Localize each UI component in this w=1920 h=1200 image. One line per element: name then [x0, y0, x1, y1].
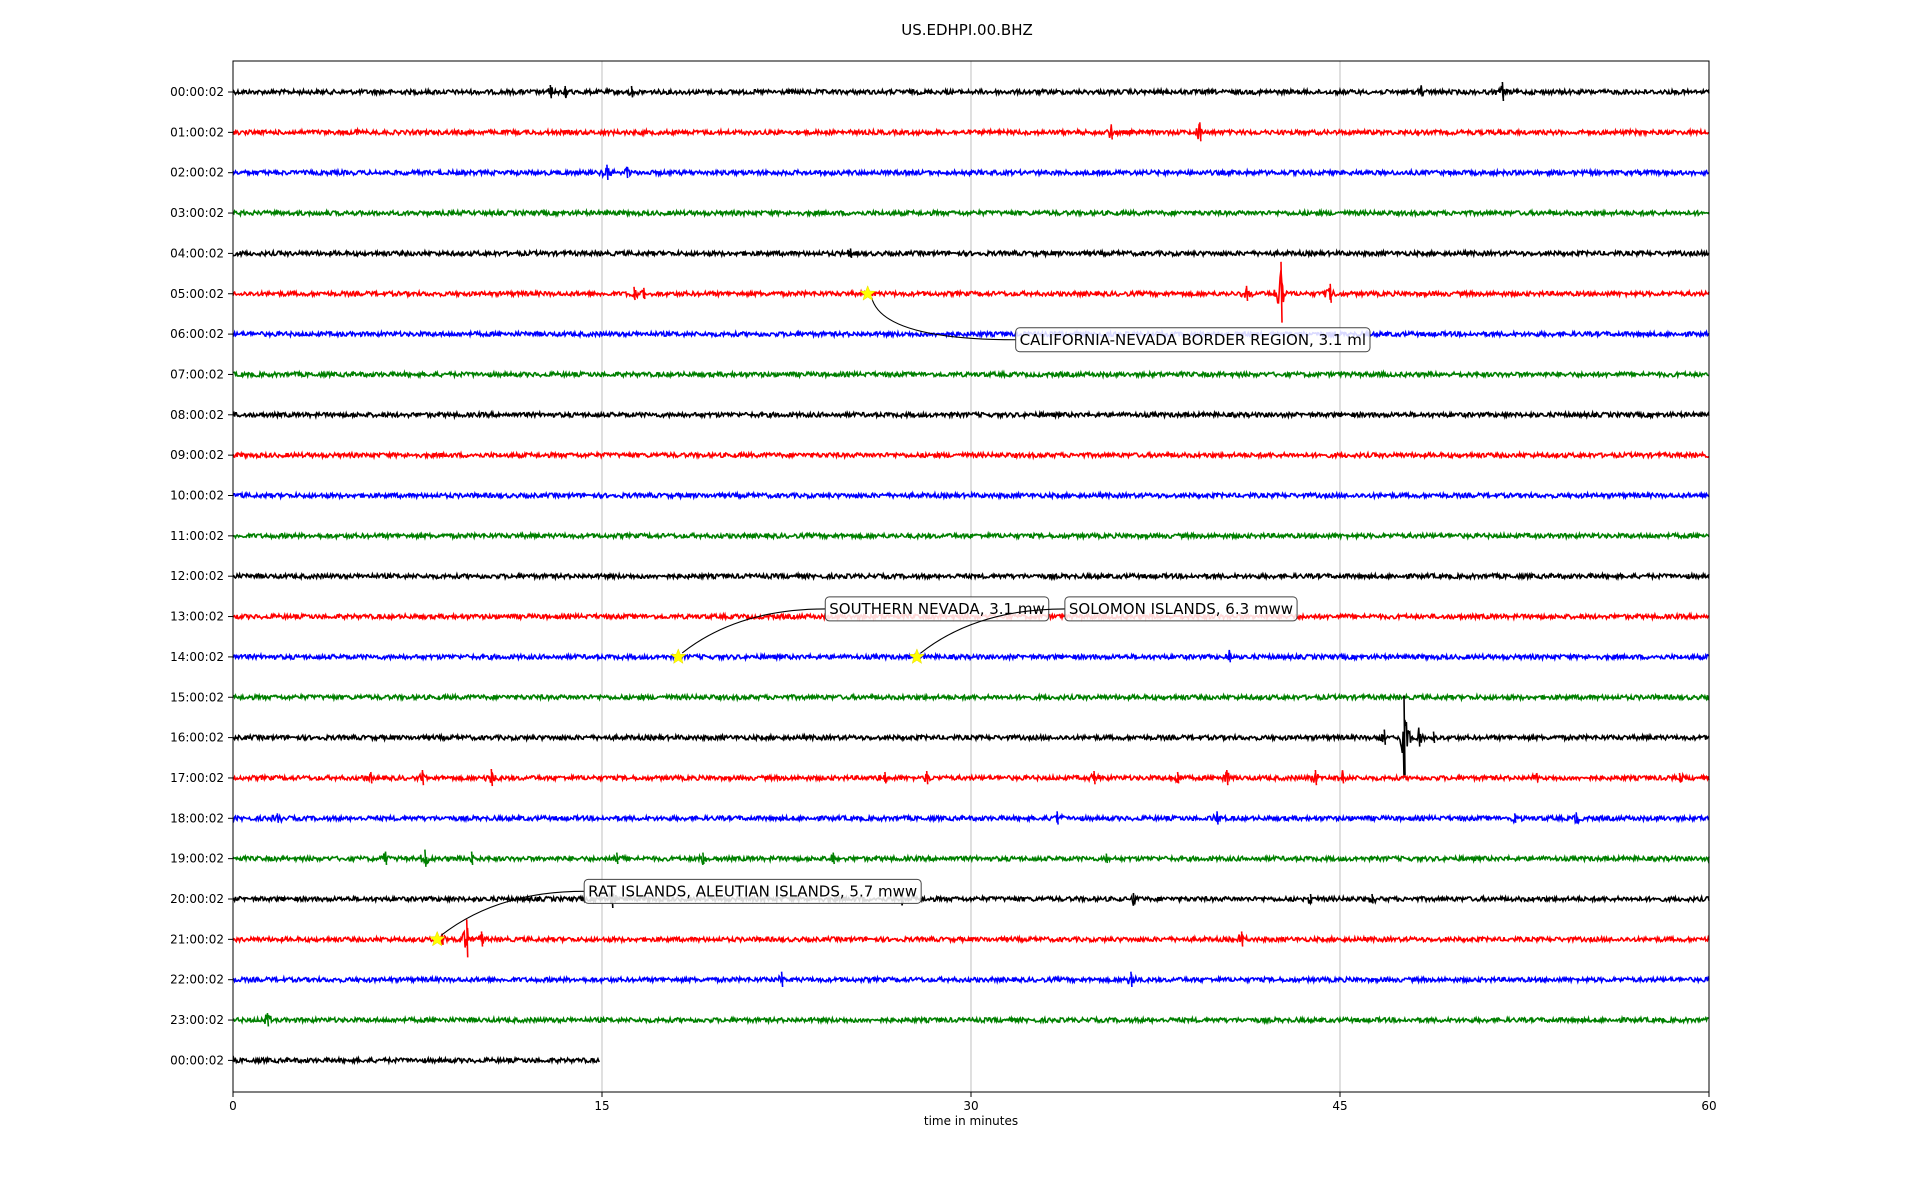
- annotation-label-0: CALIFORNIA-NEVADA BORDER REGION, 3.1 ml: [1020, 331, 1366, 349]
- y-tick-label-24: 00:00:02: [170, 1053, 224, 1067]
- y-tick-label-20: 20:00:02: [170, 892, 224, 906]
- y-tick-label-2: 02:00:02: [170, 166, 224, 180]
- trace-row-18: [232, 811, 1710, 825]
- y-tick-label-16: 16:00:02: [170, 731, 224, 745]
- trace-row-12: [232, 570, 1710, 582]
- annotation-1: SOUTHERN NEVADA, 3.1 mw: [670, 596, 1050, 664]
- annotation-2: SOLOMON ISLANDS, 6.3 mww: [908, 596, 1298, 664]
- y-tick-label-8: 08:00:02: [170, 408, 224, 422]
- event-star-0: [859, 285, 876, 301]
- y-tick-label-12: 12:00:02: [170, 569, 224, 583]
- y-tick-label-19: 19:00:02: [170, 852, 224, 866]
- trace-row-17: [232, 768, 1710, 787]
- y-tick-label-0: 00:00:02: [170, 85, 224, 99]
- y-tick-label-11: 11:00:02: [170, 529, 224, 543]
- annotation-label-2: SOLOMON ISLANDS, 6.3 mww: [1069, 600, 1293, 618]
- trace-row-8: [232, 409, 1710, 421]
- trace-row-14: [232, 649, 1710, 663]
- trace-row-21: [232, 919, 1710, 958]
- y-tick-label-1: 01:00:02: [170, 125, 224, 139]
- y-tick-label-18: 18:00:02: [170, 811, 224, 825]
- y-tick-label-5: 05:00:02: [170, 287, 224, 301]
- x-tick-label-2: 30: [963, 1099, 978, 1113]
- trace-row-23: [232, 1013, 1710, 1027]
- annotation-3: RAT ISLANDS, ALEUTIAN ISLANDS, 5.7 mww: [428, 878, 922, 947]
- y-tick-label-9: 09:00:02: [170, 448, 224, 462]
- y-tick-label-3: 03:00:02: [170, 206, 224, 220]
- annotation-connector-3: [440, 890, 585, 936]
- annotation-connector-2: [920, 608, 1065, 654]
- trace-row-22: [232, 971, 1710, 987]
- annotation-connector-0: [871, 297, 1016, 341]
- x-axis-label: time in minutes: [924, 1114, 1018, 1128]
- event-star-3: [428, 930, 446, 947]
- x-axis-ticks: 0 15 30 45 60: [229, 1092, 1717, 1113]
- annotation-box-0: [1015, 327, 1371, 353]
- trace-row-1: [232, 122, 1710, 142]
- trace-row-19: [232, 849, 1710, 867]
- y-tick-label-23: 23:00:02: [170, 1013, 224, 1027]
- trace-row-2: [232, 164, 1710, 180]
- y-tick-label-21: 21:00:02: [170, 932, 224, 946]
- trace-row-5: [232, 261, 1710, 323]
- annotation-box-2: [1064, 596, 1298, 622]
- trace-row-16: [232, 695, 1710, 778]
- annotation-connector-1: [681, 608, 826, 654]
- event-star-1: [670, 648, 687, 664]
- trace-row-3: [232, 207, 1710, 219]
- trace-row-4: [232, 248, 1710, 259]
- x-tick-label-4: 60: [1701, 1099, 1716, 1113]
- x-tick-label-1: 15: [594, 1099, 609, 1113]
- y-tick-label-22: 22:00:02: [170, 973, 224, 987]
- y-tick-label-15: 15:00:02: [170, 690, 224, 704]
- annotation-box-3: [583, 878, 922, 904]
- annotation-label-3: RAT ISLANDS, ALEUTIAN ISLANDS, 5.7 mww: [588, 882, 917, 900]
- row-time-labels: 00:00:02 01:00:02 02:00:02 03:00:02 04:00:02…: [170, 85, 233, 1067]
- trace-row-0: [232, 81, 1710, 102]
- chart-title: US.EDHPI.00.BHZ: [901, 21, 1033, 39]
- y-tick-label-4: 04:00:02: [170, 246, 224, 260]
- annotation-0: CALIFORNIA-NEVADA BORDER REGION, 3.1 ml: [859, 285, 1371, 353]
- y-tick-label-14: 14:00:02: [170, 650, 224, 664]
- event-star-2: [908, 648, 926, 664]
- trace-row-11: [232, 530, 1710, 542]
- y-tick-label-6: 06:00:02: [170, 327, 224, 341]
- trace-row-6: [232, 328, 1710, 340]
- trace-row-24: [232, 1055, 601, 1066]
- y-tick-label-7: 07:00:02: [170, 367, 224, 381]
- y-tick-label-13: 13:00:02: [170, 610, 224, 624]
- annotation-label-1: SOUTHERN NEVADA, 3.1 mw: [829, 600, 1045, 618]
- event-annotations: CALIFORNIA-NEVADA BORDER REGION, 3.1 ml S…: [428, 285, 1371, 947]
- y-tick-label-17: 17:00:02: [170, 771, 224, 785]
- trace-row-10: [232, 490, 1710, 501]
- trace-rows: [232, 81, 1710, 1066]
- trace-row-9: [232, 450, 1710, 461]
- y-tick-label-10: 10:00:02: [170, 489, 224, 503]
- trace-row-15: [232, 692, 1709, 703]
- x-tick-label-3: 45: [1332, 1099, 1347, 1113]
- trace-row-7: [233, 369, 1710, 380]
- x-tick-label-0: 0: [229, 1099, 237, 1113]
